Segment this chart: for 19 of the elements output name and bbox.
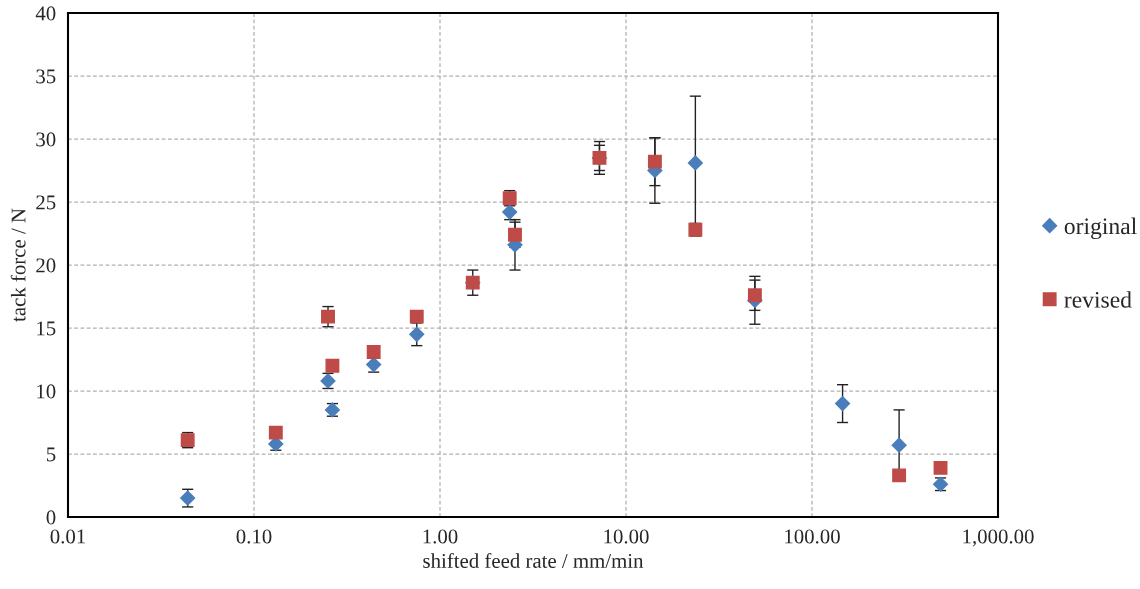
y-axis-title: tack force / N xyxy=(10,208,26,322)
legend-label: revised xyxy=(1064,291,1132,308)
y-tick-label: 20 xyxy=(36,258,56,273)
y-tick-label: 15 xyxy=(37,321,56,336)
y-tick-label: 5 xyxy=(46,447,56,462)
y-tick-label: 10 xyxy=(37,384,56,399)
x-tick-label: 1,000.00 xyxy=(963,529,1034,547)
y-tick-label: 0 xyxy=(46,510,56,525)
x-tick-label: 100.00 xyxy=(785,529,840,544)
x-axis-title: shifted feed rate / mm/min xyxy=(423,553,644,568)
x-tick-label: 0.01 xyxy=(50,529,85,544)
legend-label: original xyxy=(1064,217,1137,240)
x-tick-label: 1.00 xyxy=(423,529,458,544)
x-tick-label: 10.00 xyxy=(604,529,649,544)
y-tick-label: 25 xyxy=(36,195,56,210)
y-tick-label: 40 xyxy=(35,6,56,21)
x-tick-label: 0.10 xyxy=(236,529,272,544)
y-tick-label: 35 xyxy=(36,69,56,84)
y-tick-label: 30 xyxy=(36,132,56,147)
